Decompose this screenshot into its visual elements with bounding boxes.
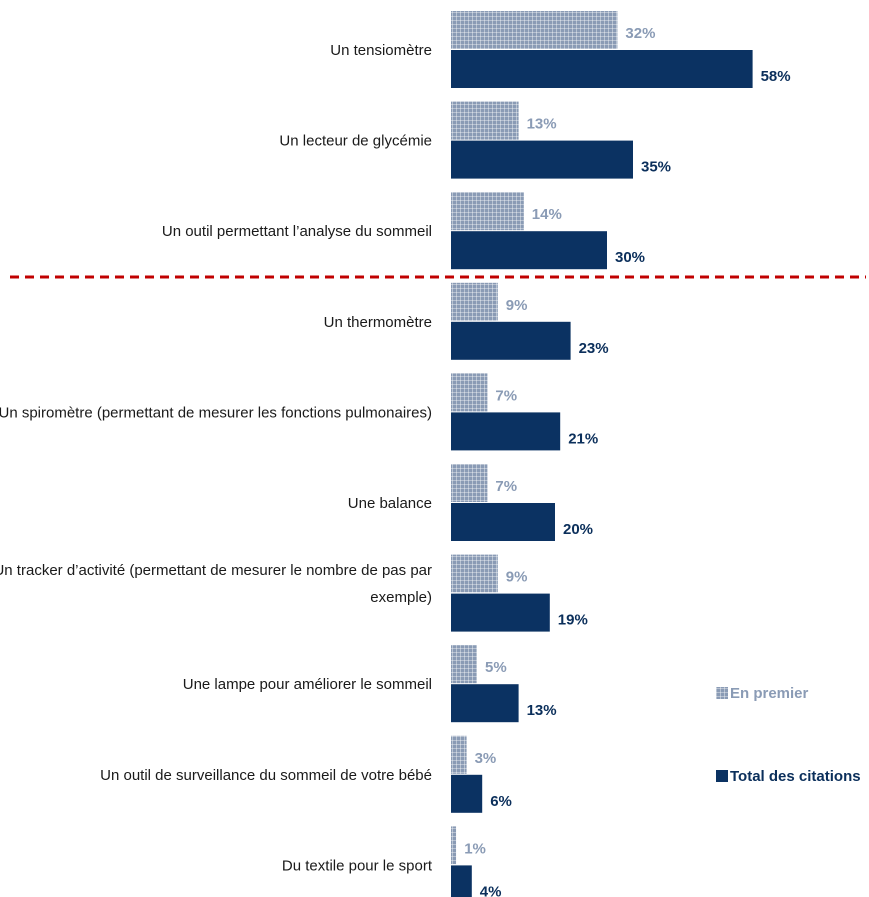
data-label-total-citations: 23% <box>579 340 609 357</box>
data-label-en-premier: 7% <box>495 478 517 495</box>
category-label: Un tensiomètre <box>330 42 432 59</box>
bar-en-premier <box>451 373 488 412</box>
bar-en-premier <box>451 645 477 684</box>
data-label-en-premier: 5% <box>485 659 507 676</box>
bar-total-citations <box>451 684 519 723</box>
category-label: Un tracker d’activité (permettant de mes… <box>0 562 432 579</box>
category-label: Une balance <box>348 495 432 512</box>
bar-en-premier <box>451 735 467 774</box>
legend-label-first: En premier <box>730 685 809 702</box>
legend-label-total: Total des citations <box>730 768 861 785</box>
data-label-total-citations: 4% <box>480 883 502 897</box>
data-label-total-citations: 20% <box>563 521 593 538</box>
category-label: Un spiromètre (permettant de mesurer les… <box>0 404 432 421</box>
bar-en-premier <box>451 282 498 321</box>
bar-total-citations <box>451 412 561 451</box>
bar-en-premier <box>451 11 618 49</box>
category-label: Un thermomètre <box>324 314 432 331</box>
data-label-total-citations: 13% <box>527 702 557 719</box>
data-label-en-premier: 7% <box>495 387 517 404</box>
data-label-en-premier: 32% <box>625 25 655 42</box>
bar-total-citations <box>451 50 753 88</box>
bar-total-citations <box>451 593 550 632</box>
bar-en-premier <box>451 101 519 140</box>
category-labels: Un tensiomètre Un lecteur de glycémie Un o… <box>0 42 433 874</box>
data-label-en-premier: 3% <box>475 750 497 767</box>
data-label-en-premier: 9% <box>506 569 528 586</box>
data-label-total-citations: 21% <box>568 430 598 447</box>
data-label-en-premier: 9% <box>506 297 528 314</box>
category-label: Du textile pour le sport <box>282 857 433 874</box>
category-label: Un lecteur de glycémie <box>279 133 432 150</box>
data-label-en-premier: 14% <box>532 206 562 223</box>
bar-en-premier <box>451 554 498 593</box>
bar-total-citations <box>451 774 483 813</box>
category-label: Un outil de surveillance du sommeil de v… <box>100 767 432 784</box>
data-label-en-premier: 13% <box>527 116 557 133</box>
legend-swatch-first <box>716 687 728 699</box>
bar-total-citations <box>451 503 555 541</box>
category-label: exemple) <box>370 589 432 606</box>
bar-en-premier <box>451 826 457 865</box>
bar-total-citations <box>451 321 571 360</box>
data-label-en-premier: 1% <box>464 840 486 857</box>
data-label-total-citations: 19% <box>558 612 588 629</box>
data-label-total-citations: 58% <box>761 68 791 85</box>
category-label: Un outil permettant l’analyse du sommeil <box>162 223 432 240</box>
legend-item-total: Total des citations <box>716 768 861 785</box>
category-label: Une lampe pour améliorer le sommeil <box>183 676 432 693</box>
bar-en-premier <box>451 192 524 231</box>
data-label-total-citations: 35% <box>641 159 671 176</box>
bar-en-premier <box>451 464 488 502</box>
legend-swatch-total <box>716 770 728 782</box>
legend-item-first: En premier <box>716 685 809 702</box>
data-label-total-citations: 30% <box>615 249 645 266</box>
bar-total-citations <box>451 140 633 179</box>
bar-total-citations <box>451 865 472 897</box>
data-label-total-citations: 6% <box>490 793 512 810</box>
bar-total-citations <box>451 231 607 270</box>
bars-group: 32% 58% 13% 35% 14% 30% 9% 23% 7% 21% 7% 20% 9% 19% 5%… <box>451 11 791 897</box>
legend: En premier Total des citations <box>716 685 861 785</box>
